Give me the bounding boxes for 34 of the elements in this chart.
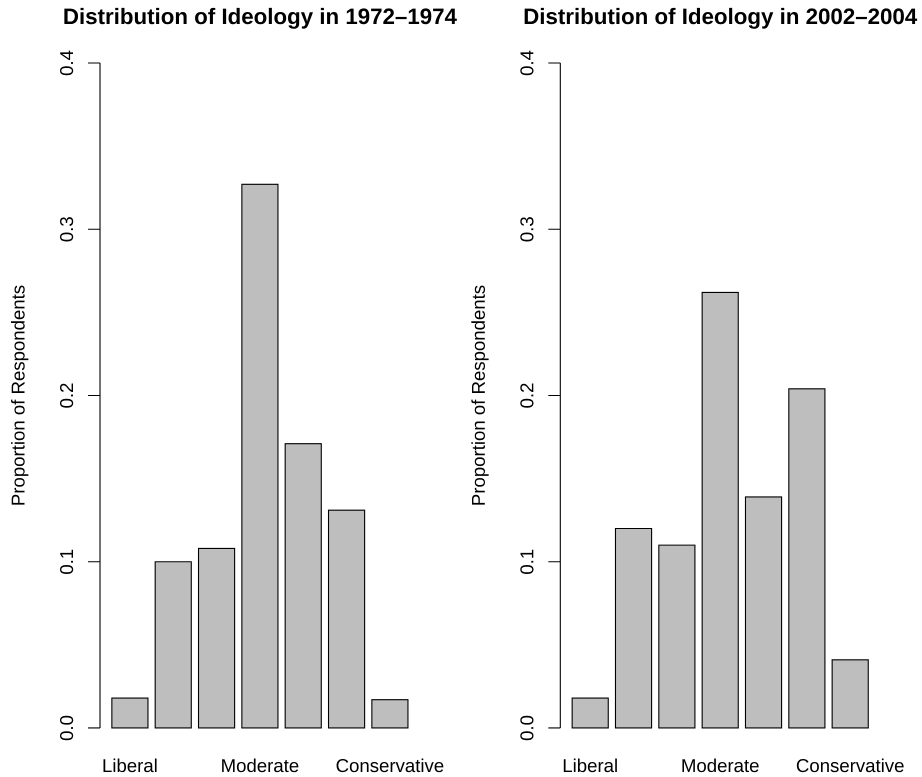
- y-tick-label: 0.4: [520, 50, 534, 76]
- y-tick-label: 0.2: [520, 383, 534, 408]
- y-axis-title: Proportion of Respondents: [471, 286, 489, 505]
- y-tick-label: 0.3: [520, 217, 534, 242]
- bar: [198, 548, 236, 729]
- bar: [284, 443, 322, 729]
- y-tick-label: 0.4: [60, 50, 74, 76]
- bar: [572, 698, 609, 729]
- y-tick-label: 0.1: [520, 550, 534, 574]
- bar: [614, 528, 652, 729]
- x-tick-label: Conservative: [336, 758, 444, 772]
- bar: [241, 184, 279, 729]
- bar: [788, 388, 826, 729]
- chart-title: Distribution of Ideology in 1972–1974: [64, 8, 457, 29]
- y-tick-label: 0.0: [520, 716, 534, 740]
- y-tick-label: 0.2: [60, 383, 74, 408]
- bar: [154, 561, 192, 729]
- bar: [111, 698, 149, 729]
- x-tick-label: Liberal: [564, 758, 617, 772]
- bar: [371, 699, 409, 729]
- y-tick-label: 0.0: [60, 716, 74, 740]
- x-tick-label: Conservative: [796, 758, 904, 772]
- bar: [702, 292, 739, 729]
- bar: [658, 544, 696, 729]
- chart-title: Distribution of Ideology in 2002–2004: [524, 8, 918, 29]
- bar: [744, 496, 782, 729]
- y-axis-title: Proportion of Respondents: [11, 286, 28, 505]
- x-tick-label: Liberal: [104, 758, 157, 772]
- x-tick-label: Moderate: [682, 758, 759, 772]
- bar: [832, 659, 869, 729]
- y-tick-label: 0.1: [60, 550, 74, 574]
- bar: [328, 510, 366, 729]
- x-tick-label: Moderate: [222, 758, 298, 772]
- y-tick-label: 0.3: [60, 217, 74, 242]
